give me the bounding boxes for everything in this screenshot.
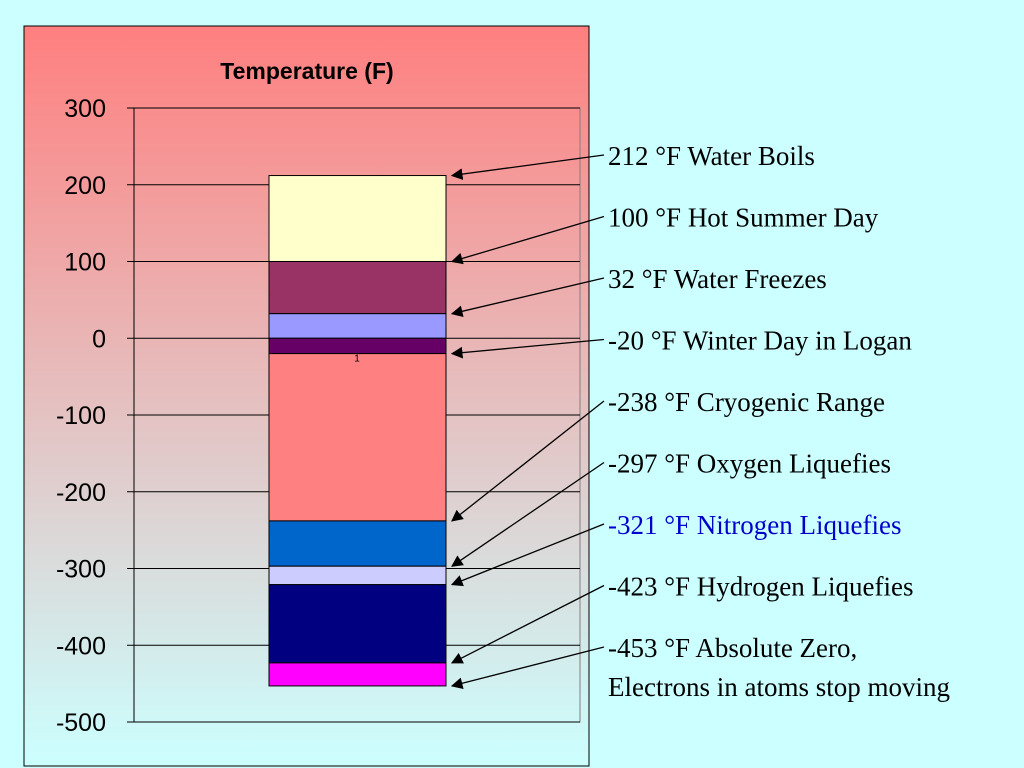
bar-segment (268, 565, 447, 586)
bar-segment (268, 175, 447, 262)
bar-data-label: 1 (354, 354, 360, 365)
annotation-arrow (450, 277, 605, 317)
bar-segment (268, 337, 447, 355)
y-axis: 300 200 100 0 -100 -200 -300 -400 -500 (56, 95, 135, 737)
annotation-label: 212 °F Water Boils (608, 141, 815, 171)
annotation-arrow (451, 400, 605, 522)
annotation-arrow (450, 523, 605, 587)
annotation-arrow (451, 461, 605, 567)
annotation-label: -423 °F Hydrogen Liquefies (608, 572, 914, 602)
annotation-label: -453 °F Absolute Zero, (608, 633, 857, 663)
annotation-label: -321 °F Nitrogen Liquefies (608, 510, 902, 540)
annotation-label-line2: Electrons in atoms stop moving (608, 672, 950, 702)
bar-segment (268, 353, 447, 522)
y-tick-label: -400 (56, 632, 106, 660)
annotation-label: 100 °F Hot Summer Day (608, 203, 879, 233)
annotation-arrow (450, 154, 605, 180)
stacked-bar: 1 (268, 175, 447, 687)
annotation-arrow (450, 338, 605, 359)
bar-segment (268, 584, 447, 664)
bar-segment (268, 261, 447, 315)
bar-segment (268, 520, 447, 567)
annotation-arrow (450, 215, 605, 265)
annotations: 212 °F Water Boils 100 °F Hot Summer Day 3… (450, 141, 950, 702)
annotation-arrow (450, 646, 605, 689)
y-tick-label: -500 (56, 709, 106, 737)
y-tick-label: 0 (92, 325, 106, 353)
annotation-label: -297 °F Oxygen Liquefies (608, 449, 891, 479)
y-tick-label: 200 (64, 172, 106, 200)
annotation-arrow (450, 584, 605, 664)
annotation-label: -20 °F Winter Day in Logan (608, 326, 912, 356)
y-tick-label: -200 (56, 479, 106, 507)
y-tick-label: -100 (56, 402, 106, 430)
bar-segment (268, 662, 447, 687)
y-tick-label: 300 (64, 95, 106, 123)
annotation-label: -238 °F Cryogenic Range (608, 387, 885, 417)
y-tick-label: -300 (56, 556, 106, 584)
chart-title: Temperature (F) (220, 58, 393, 84)
annotation-label: 32 °F Water Freezes (608, 264, 827, 294)
y-tick-label: 100 (64, 249, 106, 277)
bar-segment (268, 313, 447, 339)
